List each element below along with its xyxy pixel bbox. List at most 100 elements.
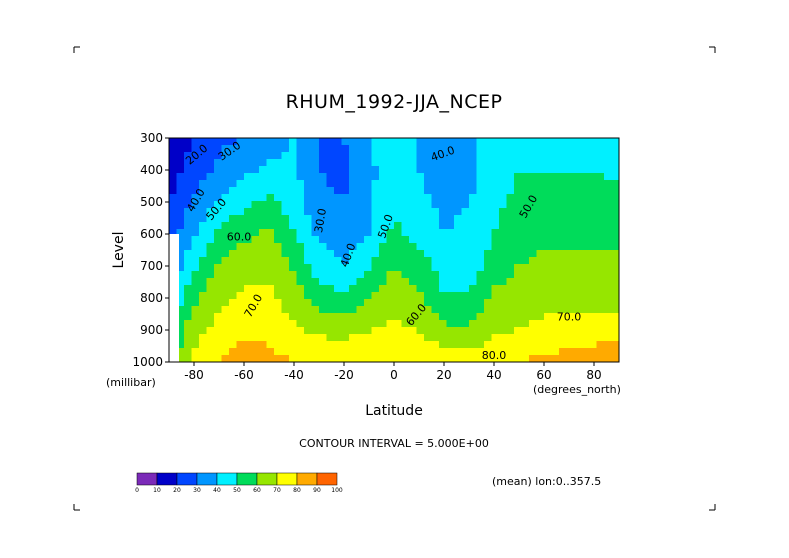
heatmap-cell <box>371 166 380 174</box>
heatmap-cell <box>499 313 507 321</box>
heatmap-cell <box>281 173 290 181</box>
heatmap-cell <box>514 208 522 216</box>
heatmap-cell <box>281 208 290 216</box>
heatmap-cell <box>281 285 290 293</box>
heatmap-cell <box>589 327 597 335</box>
heatmap-cell <box>326 306 335 314</box>
heatmap-cell <box>506 229 515 237</box>
heatmap-cell <box>379 173 387 181</box>
heatmap-cell <box>236 348 245 356</box>
y-tick-label: 1000 <box>132 355 163 369</box>
heatmap-cell <box>236 250 245 258</box>
heatmap-cell <box>326 180 335 188</box>
heatmap-cell <box>341 173 350 181</box>
contour-label: 70.0 <box>557 310 582 323</box>
heatmap-cell <box>416 138 425 146</box>
heatmap-cell <box>596 313 605 321</box>
heatmap-cell <box>416 355 425 363</box>
heatmap-cell <box>551 341 560 349</box>
heatmap-cell <box>521 348 530 356</box>
heatmap-cell <box>334 313 342 321</box>
heatmap-cell <box>281 215 290 223</box>
heatmap-cell <box>311 257 320 265</box>
contour-label: 60.0 <box>227 230 252 243</box>
heatmap-cell <box>221 152 230 160</box>
heatmap-cell <box>469 208 477 216</box>
heatmap-cell <box>319 292 327 300</box>
heatmap-cell <box>574 348 582 356</box>
heatmap-cell <box>424 215 432 223</box>
heatmap-cell <box>274 194 282 202</box>
heatmap-cell <box>349 285 357 293</box>
heatmap-cell <box>544 285 552 293</box>
heatmap-cell <box>274 229 282 237</box>
heatmap-cell <box>604 138 612 146</box>
heatmap-cell <box>476 229 485 237</box>
heatmap-cell <box>469 313 477 321</box>
heatmap-cell <box>484 152 492 160</box>
heatmap-cell <box>379 152 387 160</box>
heatmap-cell <box>559 320 567 328</box>
heatmap-cell <box>604 313 612 321</box>
heatmap-cell <box>229 215 237 223</box>
heatmap-cell <box>499 264 507 272</box>
heatmap-cell <box>484 334 492 342</box>
heatmap-cell <box>416 236 425 244</box>
heatmap-cell <box>371 152 380 160</box>
heatmap-cell <box>266 138 275 146</box>
heatmap-cell <box>424 355 432 363</box>
heatmap-cell <box>266 355 275 363</box>
heatmap-cell <box>521 292 530 300</box>
heatmap-cell <box>416 327 425 335</box>
heatmap-cell <box>394 201 402 209</box>
heatmap-cell <box>356 152 365 160</box>
heatmap-cell <box>229 334 237 342</box>
heatmap-cell <box>281 306 290 314</box>
heatmap-cell <box>274 271 282 279</box>
heatmap-cell <box>431 194 440 202</box>
heatmap-cell <box>461 208 470 216</box>
heatmap-cell <box>409 250 417 258</box>
heatmap-cell <box>266 299 275 307</box>
heatmap-cell <box>334 264 342 272</box>
heatmap-cell <box>506 201 515 209</box>
heatmap-cell <box>289 215 297 223</box>
heatmap-cell <box>326 278 335 286</box>
heatmap-cell <box>469 236 477 244</box>
heatmap-cell <box>506 243 515 251</box>
heatmap-cell <box>589 187 597 195</box>
heatmap-cell <box>454 166 462 174</box>
heatmap-cell <box>326 257 335 265</box>
heatmap-cell <box>499 194 507 202</box>
heatmap-cell <box>454 313 462 321</box>
heatmap-cell <box>536 320 545 328</box>
heatmap-cell <box>184 264 192 272</box>
heatmap-cell <box>544 152 552 160</box>
heatmap-cell <box>431 187 440 195</box>
heatmap-cell <box>184 187 192 195</box>
heatmap-cell <box>214 250 222 258</box>
heatmap-cell <box>514 229 522 237</box>
heatmap-cell <box>296 222 305 230</box>
heatmap-cell <box>191 250 200 258</box>
heatmap-cell <box>169 208 177 216</box>
heatmap-cell <box>176 215 185 223</box>
heatmap-cell <box>319 250 327 258</box>
heatmap-cell <box>206 243 215 251</box>
heatmap-cell <box>296 299 305 307</box>
heatmap-cell <box>281 257 290 265</box>
heatmap-cell <box>476 166 485 174</box>
heatmap-cell <box>296 236 305 244</box>
heatmap-cell <box>544 159 552 167</box>
heatmap-cell <box>544 173 552 181</box>
heatmap-cell <box>199 285 207 293</box>
heatmap-cell <box>394 320 402 328</box>
heatmap-cell <box>236 243 245 251</box>
heatmap-cell <box>251 222 260 230</box>
heatmap-cell <box>341 243 350 251</box>
heatmap-cell <box>529 187 537 195</box>
heatmap-cell <box>334 152 342 160</box>
heatmap-cell <box>244 243 252 251</box>
heatmap-cell <box>334 341 342 349</box>
heatmap-cell <box>484 180 492 188</box>
